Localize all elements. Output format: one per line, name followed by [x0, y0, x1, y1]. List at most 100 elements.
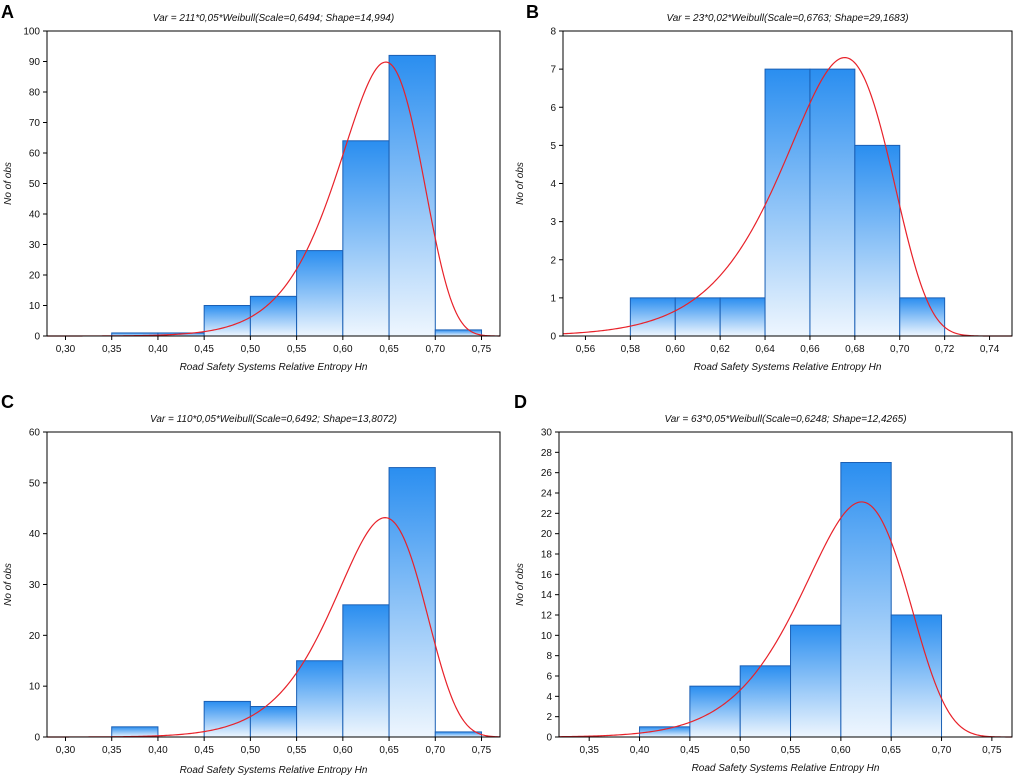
y-tick-label: 0: [546, 733, 552, 744]
x-tick-label: 0,62: [710, 344, 730, 355]
chart-d: Var = 63*0,05*Weibull(Scale=0,6248; Shap…: [515, 414, 1013, 774]
y-tick-label: 6: [550, 103, 556, 114]
y-tick-label: 2: [550, 255, 556, 266]
y-axis-label: No of obs: [3, 162, 14, 205]
x-tick-label: 0,40: [148, 344, 168, 355]
weibull-fit-curve: [562, 56, 1012, 337]
x-tick-label: 0,45: [194, 344, 214, 355]
x-tick-label: 0,75: [982, 745, 1002, 756]
y-tick-label: 8: [550, 27, 556, 38]
y-tick-label: 22: [541, 509, 553, 520]
x-tick-label: 0,58: [621, 344, 641, 355]
x-tick-label: 0,70: [932, 745, 952, 756]
histogram-bar: [342, 140, 390, 337]
y-tick-label: 50: [29, 179, 41, 190]
histogram-bar: [739, 665, 792, 738]
panel-label-d: D: [514, 392, 527, 412]
histogram-bar: [890, 614, 943, 738]
x-axis-label: Road Safety Systems Relative Entropy Hn: [692, 763, 880, 774]
x-tick-label: 0,50: [241, 745, 261, 756]
panel-a: A Var = 211*0,05*Weibull(Scale=0,6494; S…: [0, 0, 512, 388]
y-tick-label: 0: [34, 733, 40, 744]
y-tick-label: 70: [29, 118, 41, 129]
x-tick-label: 0,65: [379, 745, 399, 756]
x-tick-label: 0,35: [102, 344, 122, 355]
y-tick-label: 1: [550, 293, 556, 304]
y-tick-label: 40: [29, 529, 41, 540]
histogram-bar: [388, 467, 436, 738]
histogram-bar: [203, 700, 251, 738]
chart-title: Var = 63*0,05*Weibull(Scale=0,6248; Shap…: [664, 414, 906, 425]
x-tick-label: 0,74: [980, 344, 1000, 355]
y-axis-label: No of obs: [3, 563, 14, 606]
y-axis-label: No of obs: [515, 563, 526, 606]
y-tick-label: 100: [23, 27, 40, 38]
histogram-bar: [249, 706, 298, 738]
panel-label-a: A: [1, 2, 14, 22]
y-tick-label: 4: [546, 692, 552, 703]
x-tick-label: 0,65: [881, 745, 901, 756]
histogram-bar: [434, 731, 483, 738]
y-tick-label: 2: [546, 712, 552, 723]
chart-c: Var = 110*0,05*Weibull(Scale=0,6492; Sha…: [3, 414, 501, 776]
chart-title: Var = 211*0,05*Weibull(Scale=0,6494; Sha…: [153, 13, 394, 24]
x-tick-label: 0,70: [890, 344, 910, 355]
x-tick-label: 0,55: [781, 745, 801, 756]
y-tick-label: 14: [541, 590, 553, 601]
y-tick-label: 6: [546, 672, 552, 683]
histogram-bar: [629, 297, 676, 337]
x-tick-label: 0,64: [755, 344, 775, 355]
chart-a: Var = 211*0,05*Weibull(Scale=0,6494; Sha…: [3, 13, 501, 373]
x-axis-label: Road Safety Systems Relative Entropy Hn: [694, 362, 882, 373]
histogram-bar: [840, 462, 892, 738]
panel-c: C Var = 110*0,05*Weibull(Scale=0,6492; S…: [0, 388, 512, 776]
y-tick-label: 10: [29, 301, 41, 312]
y-axis-label: No of obs: [515, 162, 526, 205]
y-tick-label: 16: [541, 570, 553, 581]
histogram-bar: [809, 68, 856, 337]
x-tick-label: 0,55: [287, 745, 307, 756]
histogram-bar: [296, 660, 344, 738]
y-tick-label: 5: [550, 141, 556, 152]
y-tick-label: 12: [541, 611, 553, 622]
histogram-bar: [249, 295, 298, 337]
x-tick-label: 0,70: [426, 745, 446, 756]
y-tick-label: 0: [34, 332, 40, 343]
y-tick-label: 20: [29, 631, 41, 642]
y-tick-label: 10: [541, 631, 553, 642]
x-tick-label: 0,75: [472, 344, 492, 355]
x-tick-label: 0,60: [666, 344, 686, 355]
y-tick-label: 20: [541, 529, 553, 540]
y-tick-label: 3: [550, 217, 556, 228]
x-tick-label: 0,40: [630, 745, 650, 756]
x-tick-label: 0,55: [287, 344, 307, 355]
y-tick-label: 60: [29, 428, 41, 439]
y-tick-label: 30: [29, 580, 41, 591]
x-tick-label: 0,60: [333, 745, 353, 756]
weibull-fit-curve: [558, 501, 1012, 738]
histogram-bar: [899, 297, 946, 337]
y-tick-label: 26: [541, 468, 553, 479]
panel-label-c: C: [1, 392, 14, 412]
chart-title: Var = 23*0,02*Weibull(Scale=0,6763; Shap…: [666, 13, 908, 24]
histogram-bar: [719, 297, 766, 337]
histogram-bar: [790, 624, 842, 738]
x-tick-label: 0,45: [680, 745, 700, 756]
y-tick-label: 40: [29, 210, 41, 221]
y-tick-label: 20: [29, 271, 41, 282]
y-tick-label: 90: [29, 57, 41, 68]
histogram-bar: [764, 68, 811, 337]
chart-b: Var = 23*0,02*Weibull(Scale=0,6763; Shap…: [515, 13, 1013, 373]
x-tick-label: 0,68: [845, 344, 865, 355]
y-tick-label: 28: [541, 448, 553, 459]
panel-d: D Var = 63*0,05*Weibull(Scale=0,6248; Sh…: [512, 388, 1024, 776]
panel-label-b: B: [526, 2, 539, 22]
chart-title: Var = 110*0,05*Weibull(Scale=0,6492; Sha…: [150, 414, 397, 425]
histogram-bar: [674, 297, 721, 337]
x-tick-label: 0,56: [576, 344, 596, 355]
x-tick-label: 0,30: [56, 344, 76, 355]
histogram-bar: [296, 250, 344, 337]
panel-b: B Var = 23*0,02*Weibull(Scale=0,6763; Sh…: [512, 0, 1024, 388]
y-tick-label: 0: [550, 332, 556, 343]
x-tick-label: 0,35: [579, 745, 599, 756]
